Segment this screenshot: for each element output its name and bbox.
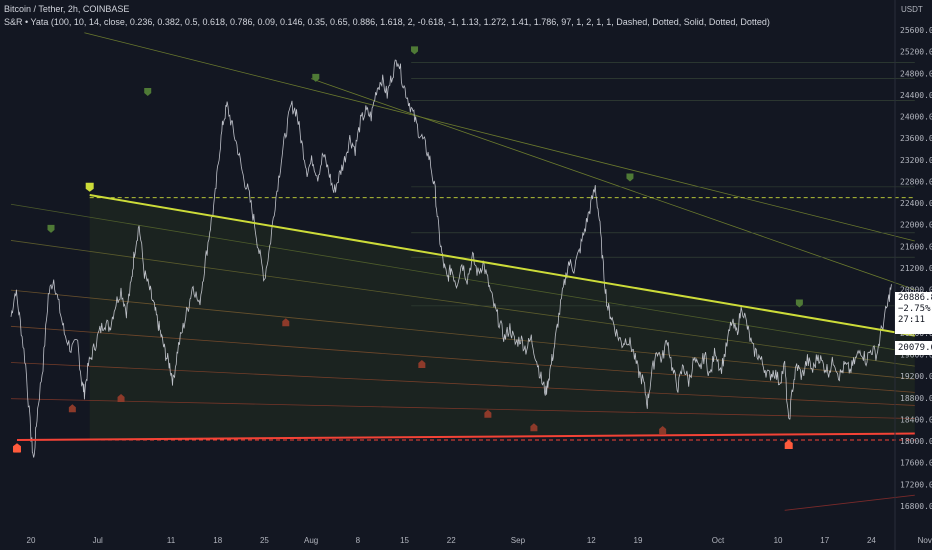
pivot-markers xyxy=(12,46,803,453)
price-tick-label: 23600.00 xyxy=(900,134,932,143)
time-tick-label: 25 xyxy=(260,536,269,545)
time-tick-label: Nov xyxy=(918,536,932,545)
symbol-title[interactable]: Bitcoin / Tether, 2h, COINBASE xyxy=(4,4,130,14)
price-tick-label: 24000.00 xyxy=(900,113,932,122)
time-tick-label: Aug xyxy=(304,536,318,545)
indicator-title[interactable]: S&R • Yata (100, 10, 14, close, 0.236, 0… xyxy=(4,17,770,27)
pivot-low-marker xyxy=(282,318,290,327)
fan-line xyxy=(10,362,915,406)
price-change: −2.75% xyxy=(898,304,931,314)
reference-price-badge: 20079.60 xyxy=(895,341,932,355)
last-price-badge: 20886.83 −2.75% 27:11 xyxy=(895,292,932,334)
pivot-low-marker xyxy=(68,404,76,413)
price-tick-label: 24400.00 xyxy=(900,91,932,100)
price-tick-label: 18000.00 xyxy=(900,437,932,446)
price-tick-label: 23200.00 xyxy=(900,156,932,165)
pivot-high-marker xyxy=(47,224,55,233)
pivot-low-marker xyxy=(117,394,125,403)
price-tick-label: 17600.00 xyxy=(900,459,932,468)
fan-line xyxy=(10,203,915,354)
time-tick-label: 24 xyxy=(867,536,876,545)
currency-label: USDT xyxy=(901,5,923,14)
lower-line xyxy=(784,494,915,511)
pivot-low-marker xyxy=(530,423,538,432)
price-line xyxy=(10,59,892,458)
time-tick-label: 18 xyxy=(213,536,222,545)
fan-line xyxy=(10,398,915,419)
price-tick-label: 22800.00 xyxy=(900,177,932,186)
time-axis[interactable]: 20 Jul 11 18 25 Aug 8 15 22 Sep 12 19 Oct 10 17 24 Nov xyxy=(27,536,932,545)
fan-lines xyxy=(10,32,915,511)
bar-countdown: 27:11 xyxy=(898,315,926,325)
time-tick-label: Oct xyxy=(712,536,725,545)
resistance-trendline xyxy=(89,193,915,337)
pivot-high-marker xyxy=(626,173,634,182)
price-tick-label: 25600.00 xyxy=(900,26,932,35)
price-tick-label: 25200.00 xyxy=(900,48,932,57)
chart-legend: Bitcoin / Tether, 2h, COINBASE S&R • Yat… xyxy=(4,3,770,29)
time-tick-label: 22 xyxy=(447,536,456,545)
time-tick-label: Sep xyxy=(511,536,526,545)
fan-line xyxy=(10,325,915,393)
price-tick-label: 22000.00 xyxy=(900,221,932,230)
time-tick-label: 15 xyxy=(400,536,409,545)
last-price: 20886.83 xyxy=(898,293,932,303)
support-anchor-marker xyxy=(784,440,793,450)
price-tick-label: 16800.00 xyxy=(900,502,932,511)
support-trendline xyxy=(16,432,915,442)
pivot-high-marker xyxy=(795,299,803,308)
pivot-high-marker xyxy=(411,46,419,55)
trend-lines xyxy=(16,193,915,442)
price-axis[interactable]: 25600.00 25200.00 24800.00 24400.00 24000.00… xyxy=(900,26,932,511)
fill-zones xyxy=(89,194,915,440)
time-tick-label: Jul xyxy=(93,536,103,545)
support-anchor-marker xyxy=(12,443,21,453)
channel-fill xyxy=(89,194,915,440)
price-tick-label: 22400.00 xyxy=(900,199,932,208)
price-tick-label: 19200.00 xyxy=(900,372,932,381)
pivot-low-marker xyxy=(418,359,426,368)
descending-line xyxy=(84,32,915,242)
time-tick-label: 10 xyxy=(774,536,783,545)
price-tick-label: 18400.00 xyxy=(900,415,932,424)
descending-line xyxy=(311,78,915,291)
price-tick-label: 21600.00 xyxy=(900,242,932,251)
price-series xyxy=(10,59,892,458)
pivot-high-marker xyxy=(144,87,152,96)
time-tick-label: 17 xyxy=(820,536,829,545)
price-tick-label: 19600.00 xyxy=(900,351,932,360)
price-tick-label: 18800.00 xyxy=(900,394,932,403)
time-tick-label: 8 xyxy=(356,536,361,545)
time-tick-label: 11 xyxy=(167,536,176,545)
price-tick-label: 24800.00 xyxy=(900,69,932,78)
pivot-high-marker xyxy=(312,73,320,82)
price-tick-label: 17200.00 xyxy=(900,480,932,489)
resistance-anchor-marker xyxy=(85,182,94,192)
price-tick-label: 21200.00 xyxy=(900,264,932,273)
fan-line xyxy=(10,240,915,367)
fan-line xyxy=(10,289,915,380)
time-tick-label: 20 xyxy=(27,536,36,545)
time-tick-label: 12 xyxy=(587,536,596,545)
horizontal-levels xyxy=(16,62,915,441)
pivot-low-marker xyxy=(484,409,492,418)
price-tick-label: 20800.00 xyxy=(900,286,932,295)
time-tick-label: 19 xyxy=(634,536,643,545)
pivot-low-marker xyxy=(659,425,667,434)
